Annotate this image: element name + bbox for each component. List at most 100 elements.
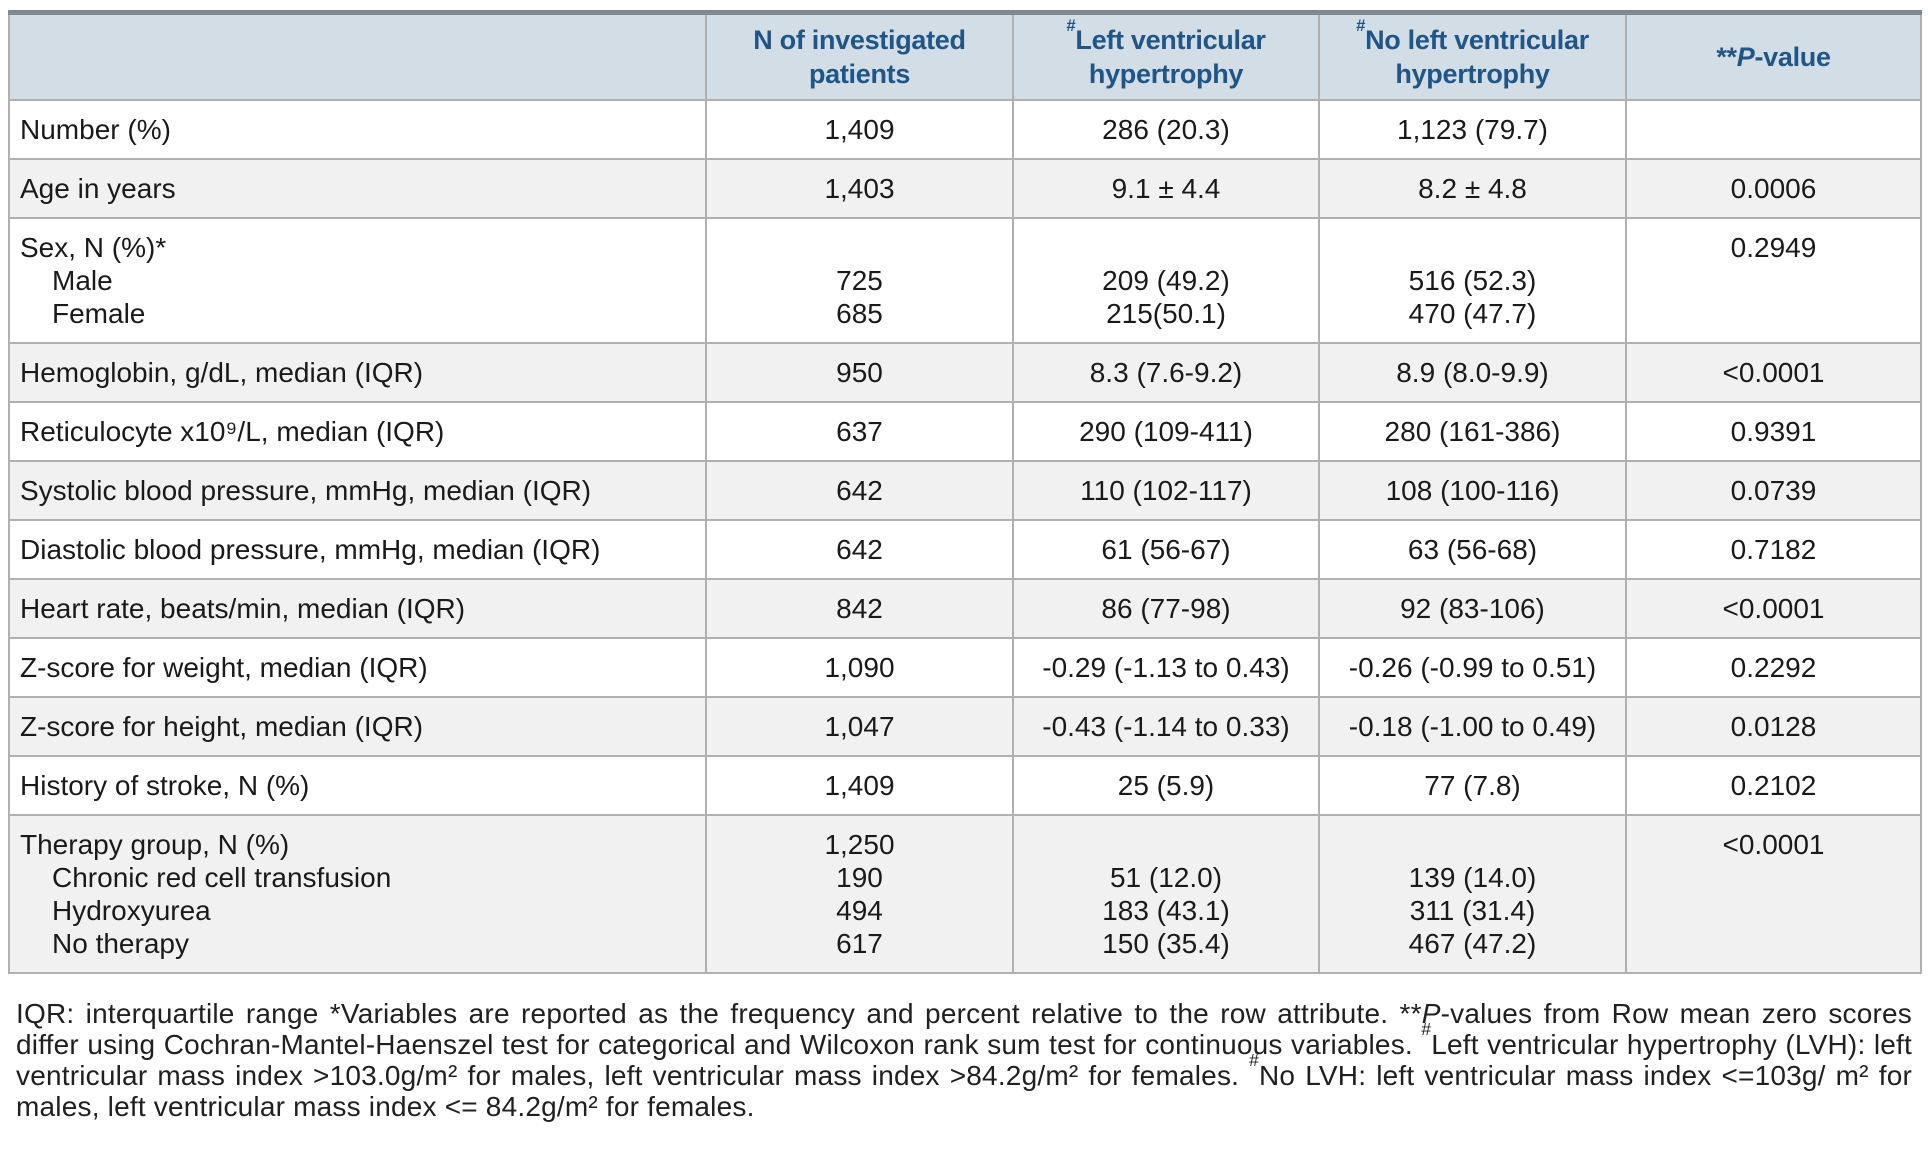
cell-nolvh: 516 (52.3) 470 (47.7) <box>1318 217 1627 344</box>
row-label-line: Age in years <box>20 173 176 204</box>
row-label-cell: Systolic blood pressure, mmHg, median (I… <box>8 460 707 521</box>
cell-value-line <box>1020 231 1312 264</box>
row-label-line: Hemoglobin, g/dL, median (IQR) <box>20 357 424 388</box>
cell-nolvh: 8.2 ± 4.8 <box>1318 158 1627 219</box>
cell-p: 0.0128 <box>1625 696 1922 757</box>
row-label-cell: Sex, N (%)* Male Female <box>8 217 707 344</box>
cell-value-line: 725 <box>836 265 883 296</box>
cell-value-line: 25 (5.9) <box>1117 770 1215 801</box>
row-label-line: Number (%) <box>20 114 171 145</box>
cell-n: 642 <box>705 460 1014 521</box>
cell-n: 1,409 <box>705 755 1014 816</box>
cell-value-line: 290 (109-411) <box>1079 416 1253 447</box>
row-label-cell: Z-score for weight, median (IQR) <box>8 637 707 698</box>
cell-n: 1,409 <box>705 99 1014 160</box>
table-header: N of investigated patients #Left ventricu… <box>8 11 1922 101</box>
cell-n: 725 685 <box>705 217 1014 344</box>
cell-value-line: 642 <box>836 534 883 565</box>
cell-value-line <box>1633 113 1914 146</box>
table-row: Age in years 1,403 9.1 ± 4.4 8.2 ± 4.8 0.000… <box>8 158 1922 219</box>
cell-value-line: 209 (49.2) <box>1102 265 1230 296</box>
row-label-cell: Therapy group, N (%) Chronic red cell tra… <box>8 814 707 974</box>
table-row: Sex, N (%)* Male Female 725 685 209 (49.2) 2… <box>8 217 1922 344</box>
cell-value-line: 86 (77-98) <box>1101 593 1231 624</box>
cell-value-line: 110 (102-117) <box>1080 475 1252 506</box>
row-label-line: History of stroke, N (%) <box>20 770 310 801</box>
table-row: Z-score for height, median (IQR) 1,047 -0.… <box>8 696 1922 757</box>
row-label-line: Therapy group, N (%) <box>20 829 290 860</box>
italic-text: P <box>1421 998 1441 1029</box>
cell-value-line: 108 (100-116) <box>1385 475 1560 506</box>
cell-n: 637 <box>705 401 1014 462</box>
row-sublabel-line: Hydroxyurea <box>52 895 211 926</box>
cell-n: 842 <box>705 578 1014 639</box>
cell-p: 0.2292 <box>1625 637 1922 698</box>
superscript-marker: # <box>1066 15 1076 35</box>
cell-value-line: 1,409 <box>824 114 895 145</box>
cell-lvh: -0.43 (-1.14 to 0.33) <box>1012 696 1320 757</box>
cell-nolvh: 280 (161-386) <box>1318 401 1627 462</box>
cell-value-line: 617 <box>836 928 883 959</box>
cell-value-line: 1,403 <box>824 173 895 204</box>
table-row: Hemoglobin, g/dL, median (IQR) 950 8.3 (7.… <box>8 342 1922 403</box>
cell-p: 0.0739 <box>1625 460 1922 521</box>
cell-p: 0.0006 <box>1625 158 1922 219</box>
cell-p: 0.2949 <box>1625 217 1922 344</box>
row-label-cell: Z-score for height, median (IQR) <box>8 696 707 757</box>
cell-lvh: 9.1 ± 4.4 <box>1012 158 1320 219</box>
cell-value-line: 77 (7.8) <box>1424 770 1521 801</box>
cell-p <box>1625 99 1922 160</box>
row-sublabel-line: Male <box>52 265 113 296</box>
cell-nolvh: 77 (7.8) <box>1318 755 1627 816</box>
cell-p: 0.2102 <box>1625 755 1922 816</box>
row-label-cell: Age in years <box>8 158 707 219</box>
cell-value-line <box>1326 828 1619 861</box>
cell-value-line: 1,123 (79.7) <box>1397 114 1548 145</box>
cell-lvh: 209 (49.2) 215(50.1) <box>1012 217 1320 344</box>
cell-value-line: 61 (56-67) <box>1101 534 1231 565</box>
italic-text: P <box>1736 42 1755 72</box>
row-label-cell: Hemoglobin, g/dL, median (IQR) <box>8 342 707 403</box>
cell-lvh: 61 (56-67) <box>1012 519 1320 580</box>
text-segment: IQR: interquartile range *Variables are … <box>16 998 1422 1029</box>
text-segment: Left ventricular hypertrophy (LVH): left… <box>16 1029 1913 1091</box>
superscript-marker: # <box>1249 1050 1260 1070</box>
table-row: Therapy group, N (%) Chronic red cell tra… <box>8 814 1922 974</box>
cell-n: 950 <box>705 342 1014 403</box>
baseline-characteristics-table: N of investigated patients #Left ventricu… <box>8 10 1922 974</box>
cell-value-line: 280 (161-386) <box>1384 416 1561 447</box>
cell-value-line: 1,090 <box>824 652 895 683</box>
cell-value-line: 8.9 (8.0-9.9) <box>1396 357 1549 388</box>
text-segment: N of investigated patients <box>753 25 966 89</box>
text-segment: -values from Row mean zero scores differ… <box>16 998 1912 1060</box>
row-label-line: Diastolic blood pressure, mmHg, median (… <box>20 534 601 565</box>
cell-value-line: 183 (43.1) <box>1102 895 1230 926</box>
cell-value-line: 494 <box>836 895 883 926</box>
row-label-line: Z-score for height, median (IQR) <box>20 711 424 742</box>
cell-value-line: 139 (14.0) <box>1408 862 1537 893</box>
table-header-row: N of investigated patients #Left ventricu… <box>8 11 1922 101</box>
cell-value-line: 0.2292 <box>1730 652 1817 683</box>
superscript-marker: # <box>1356 15 1366 35</box>
cell-n: 1,403 <box>705 158 1014 219</box>
cell-value-line: 51 (12.0) <box>1109 862 1223 893</box>
cell-value-line: 0.7182 <box>1730 534 1817 565</box>
cell-value-line: 467 (47.2) <box>1408 928 1537 959</box>
cell-value-line: 190 <box>836 862 883 893</box>
cell-p: <0.0001 <box>1625 814 1922 974</box>
cell-value-line: 516 (52.3) <box>1408 265 1537 296</box>
cell-lvh: 51 (12.0) 183 (43.1) 150 (35.4) <box>1012 814 1320 974</box>
text-segment: No left ventricular hypertrophy <box>1365 25 1589 89</box>
text-segment: -value <box>1754 42 1831 72</box>
cell-value-line: <0.0001 <box>1722 593 1825 624</box>
cell-n: 1,250 190 494 617 <box>705 814 1014 974</box>
cell-nolvh: 92 (83-106) <box>1318 578 1627 639</box>
cell-lvh: 290 (109-411) <box>1012 401 1320 462</box>
cell-value-line: 150 (35.4) <box>1102 928 1230 959</box>
cell-nolvh: 8.9 (8.0-9.9) <box>1318 342 1627 403</box>
row-label-line: Reticulocyte x10⁹/L, median (IQR) <box>20 416 445 447</box>
text-segment: No LVH: left ventricular mass index <=10… <box>16 1060 1913 1122</box>
cell-value-line <box>1020 828 1312 861</box>
column-header-nolvh: #No left ventricular hypertrophy <box>1318 11 1627 101</box>
superscript-marker: # <box>1421 1019 1432 1039</box>
